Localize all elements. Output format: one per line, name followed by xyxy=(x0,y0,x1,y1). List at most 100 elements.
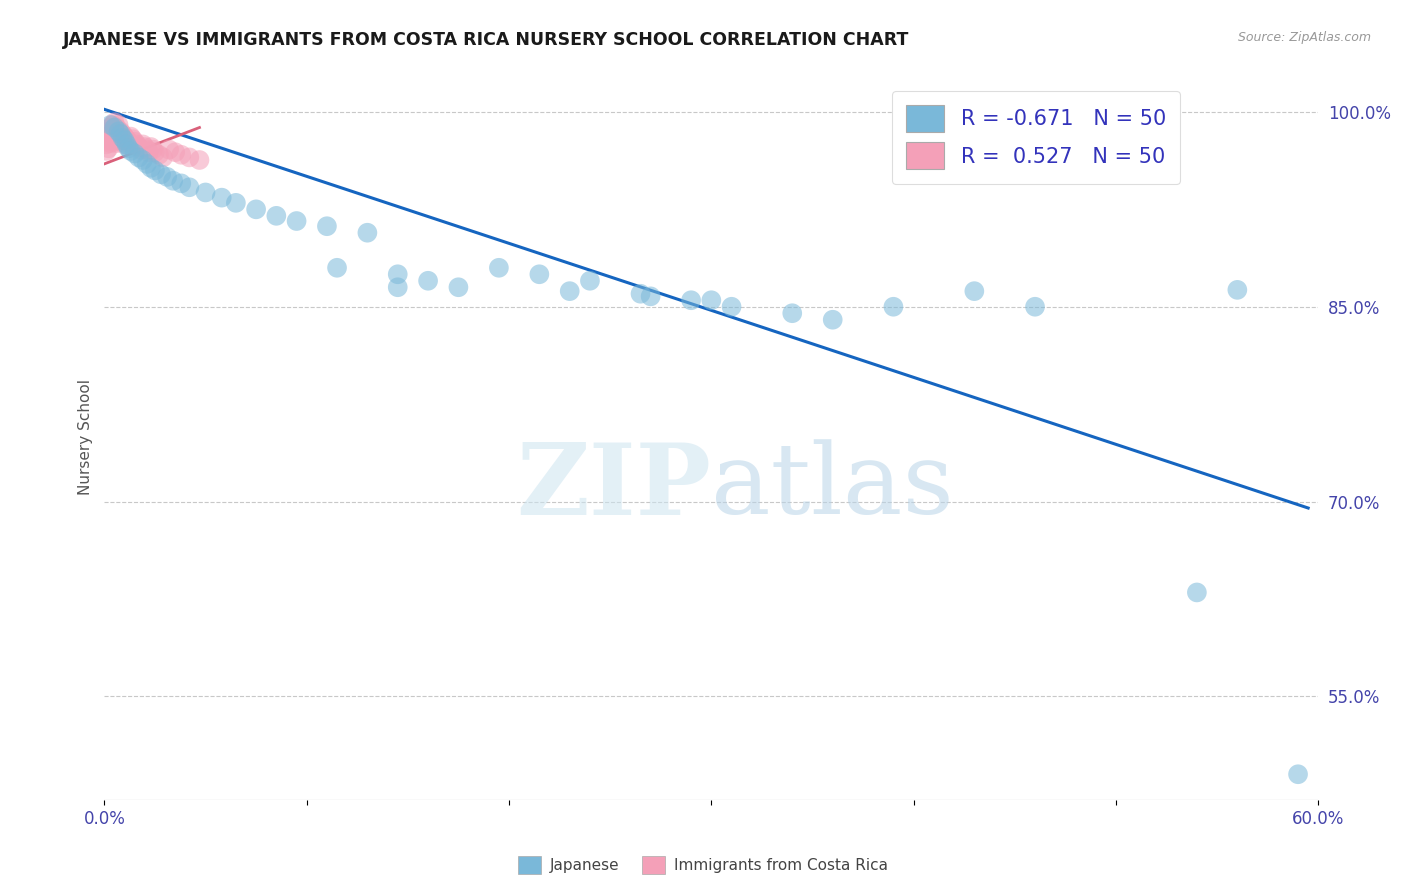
Point xyxy=(114,137,136,152)
Point xyxy=(124,135,146,149)
Text: Source: ZipAtlas.com: Source: ZipAtlas.com xyxy=(1237,31,1371,45)
Point xyxy=(558,284,581,298)
Point xyxy=(152,150,174,164)
Point xyxy=(118,141,141,155)
Point xyxy=(96,137,118,152)
Point xyxy=(162,174,184,188)
Point xyxy=(148,148,170,162)
Point xyxy=(138,145,160,160)
Point xyxy=(132,137,155,152)
Point xyxy=(107,118,129,132)
Point xyxy=(416,274,439,288)
Point xyxy=(114,134,136,148)
Point xyxy=(111,135,134,149)
Point xyxy=(326,260,349,275)
Text: ZIP: ZIP xyxy=(516,439,711,536)
Point xyxy=(101,118,124,132)
Point xyxy=(135,157,157,171)
Point xyxy=(101,134,124,148)
Point xyxy=(121,132,143,146)
Point xyxy=(780,306,803,320)
Point xyxy=(105,128,128,143)
Point xyxy=(640,289,662,303)
Point xyxy=(387,280,409,294)
Point xyxy=(100,136,122,150)
Point xyxy=(1024,300,1046,314)
Point xyxy=(194,186,217,200)
Y-axis label: Nursery School: Nursery School xyxy=(79,378,93,494)
Point xyxy=(110,132,132,146)
Point xyxy=(170,177,193,191)
Point xyxy=(125,137,148,152)
Point xyxy=(103,115,125,129)
Point xyxy=(720,300,742,314)
Point xyxy=(115,137,138,152)
Point xyxy=(143,163,166,178)
Point xyxy=(179,180,201,194)
Point xyxy=(316,219,339,234)
Legend: R = -0.671   N = 50, R =  0.527   N = 50: R = -0.671 N = 50, R = 0.527 N = 50 xyxy=(891,91,1181,184)
Point xyxy=(188,153,211,167)
Point xyxy=(882,300,904,314)
Point xyxy=(128,150,150,164)
Point xyxy=(142,143,165,157)
Point xyxy=(170,148,193,162)
Legend: Japanese, Immigrants from Costa Rica: Japanese, Immigrants from Costa Rica xyxy=(512,850,894,880)
Point xyxy=(139,140,162,154)
Text: atlas: atlas xyxy=(711,440,955,535)
Point xyxy=(96,144,118,158)
Point xyxy=(96,131,118,145)
Point xyxy=(103,120,125,135)
Point xyxy=(120,137,142,152)
Point xyxy=(211,191,233,205)
Point xyxy=(156,169,179,184)
Point xyxy=(135,143,157,157)
Point xyxy=(387,267,409,281)
Point xyxy=(157,143,180,157)
Point xyxy=(488,260,510,275)
Point xyxy=(115,132,138,146)
Point xyxy=(134,140,156,154)
Point xyxy=(132,153,155,167)
Point xyxy=(143,145,166,160)
Point xyxy=(225,195,247,210)
Point xyxy=(139,161,162,175)
Point xyxy=(447,280,470,294)
Point xyxy=(105,136,128,150)
Point xyxy=(285,214,308,228)
Point xyxy=(103,131,125,145)
Point xyxy=(101,126,124,140)
Point xyxy=(110,124,132,138)
Point xyxy=(630,286,652,301)
Point xyxy=(97,141,120,155)
Point xyxy=(105,120,128,135)
Point xyxy=(111,131,134,145)
Point xyxy=(100,128,122,143)
Point xyxy=(100,120,122,135)
Point xyxy=(120,129,142,144)
Point xyxy=(100,118,122,132)
Point xyxy=(579,274,602,288)
Point xyxy=(111,127,134,141)
Point xyxy=(1226,283,1249,297)
Point xyxy=(700,293,723,308)
Point xyxy=(118,135,141,149)
Point xyxy=(114,129,136,144)
Point xyxy=(129,143,152,157)
Point xyxy=(356,226,378,240)
Point xyxy=(1286,767,1309,781)
Point xyxy=(529,267,551,281)
Point xyxy=(103,123,125,137)
Point xyxy=(963,284,986,298)
Text: JAPANESE VS IMMIGRANTS FROM COSTA RICA NURSERY SCHOOL CORRELATION CHART: JAPANESE VS IMMIGRANTS FROM COSTA RICA N… xyxy=(63,31,910,49)
Point xyxy=(124,146,146,161)
Point xyxy=(107,134,129,148)
Point xyxy=(681,293,703,308)
Point xyxy=(245,202,267,217)
Point xyxy=(107,126,129,140)
Point xyxy=(120,144,142,158)
Point xyxy=(97,124,120,138)
Point xyxy=(150,167,173,181)
Point xyxy=(165,145,187,160)
Point xyxy=(266,209,288,223)
